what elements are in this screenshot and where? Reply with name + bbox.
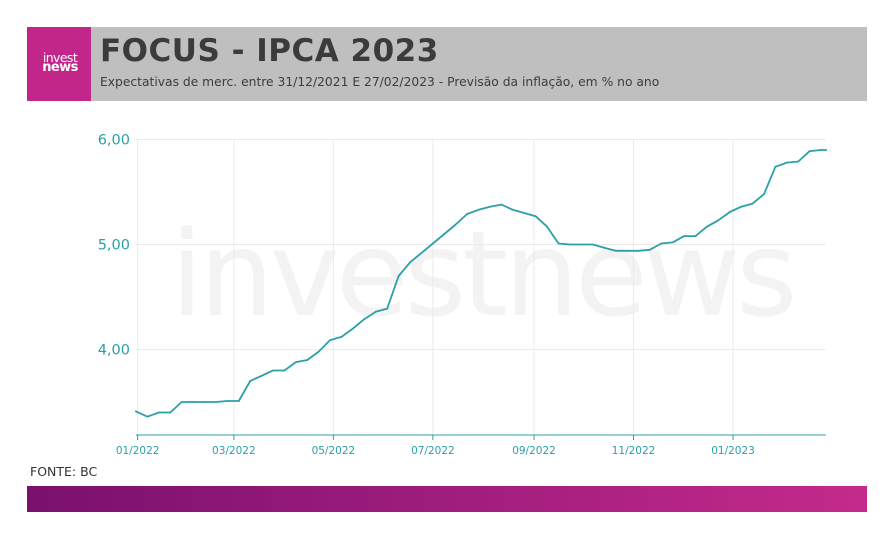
data-point — [272, 369, 274, 372]
header-band — [27, 27, 867, 101]
data-point — [706, 225, 708, 228]
data-point — [489, 205, 491, 208]
y-tick-label: 5,00 — [98, 238, 130, 254]
x-tick-label: 03/2022 — [212, 445, 256, 457]
data-point — [511, 208, 514, 211]
footer-gradient-bar — [27, 486, 867, 512]
data-point — [157, 411, 160, 414]
data-point — [180, 401, 183, 403]
data-point — [671, 241, 674, 244]
logo-text-top: invest — [42, 50, 78, 65]
data-point — [386, 307, 389, 310]
investnews-logo: invest news — [27, 27, 91, 101]
data-point — [728, 211, 731, 213]
chart-title: FOCUS - IPCA 2023 — [100, 33, 439, 69]
x-tick-label: 01/2023 — [711, 445, 755, 457]
data-point — [820, 149, 822, 151]
data-point — [546, 225, 548, 228]
data-point — [466, 213, 468, 215]
series-layer — [135, 149, 827, 418]
x-tick-label: 07/2022 — [411, 445, 455, 457]
data-point — [397, 275, 400, 277]
x-tick-label: 09/2022 — [512, 445, 556, 457]
data-point — [340, 336, 343, 338]
data-point — [808, 150, 811, 153]
data-point — [637, 249, 640, 252]
data-point — [215, 401, 217, 403]
axes: 6,00 5,00 4,00 01/2022 03/2022 05/2022 07/2022… — [98, 133, 826, 457]
data-point — [146, 415, 149, 418]
y-tick-label: 4,00 — [98, 343, 130, 359]
data-point — [420, 252, 423, 254]
data-point — [317, 350, 320, 353]
data-point — [283, 369, 286, 372]
data-point — [295, 361, 297, 363]
data-point — [603, 246, 606, 249]
data-point — [374, 310, 377, 313]
data-point — [523, 212, 526, 214]
data-point — [591, 243, 594, 246]
data-point — [454, 223, 457, 226]
grid — [136, 139, 826, 435]
data-point — [260, 374, 263, 377]
data-point — [774, 165, 777, 168]
data-point — [169, 411, 172, 414]
data-point — [329, 339, 331, 341]
data-point — [717, 219, 720, 222]
data-point — [443, 233, 446, 235]
watermark-text: investnews — [170, 205, 793, 343]
logo-text-bottom: news — [42, 60, 78, 75]
x-tick-label: 01/2022 — [116, 445, 160, 457]
data-point — [694, 235, 697, 238]
data-point — [797, 160, 800, 163]
data-point — [409, 261, 411, 264]
data-point — [432, 242, 434, 245]
data-point — [825, 149, 827, 151]
data-point — [534, 215, 537, 218]
x-tick-label: 05/2022 — [312, 445, 356, 457]
data-point — [740, 205, 743, 208]
data-point — [237, 400, 240, 402]
data-point — [683, 235, 685, 238]
data-point — [477, 208, 480, 211]
data-point — [135, 410, 137, 413]
data-point — [363, 318, 366, 320]
data-point — [763, 193, 765, 196]
data-point — [306, 359, 309, 361]
data-point — [500, 203, 503, 206]
data-point — [626, 249, 628, 252]
data-point — [660, 242, 663, 245]
data-point — [226, 400, 229, 402]
x-tick-label: 11/2022 — [612, 445, 656, 457]
data-point — [249, 380, 252, 382]
data-point — [192, 401, 195, 403]
series-line — [135, 149, 827, 418]
data-point — [580, 243, 583, 246]
data-point — [614, 249, 617, 252]
data-point — [569, 243, 571, 246]
source-note: FONTE: BC — [30, 464, 98, 479]
data-point — [203, 401, 206, 403]
data-point — [648, 248, 651, 251]
data-point — [557, 242, 560, 245]
chart-subtitle: Expectativas de merc. entre 31/12/2021 E… — [100, 75, 660, 89]
data-point — [751, 202, 754, 205]
data-point — [352, 327, 354, 330]
data-point — [786, 161, 788, 164]
y-tick-label: 6,00 — [98, 133, 130, 149]
